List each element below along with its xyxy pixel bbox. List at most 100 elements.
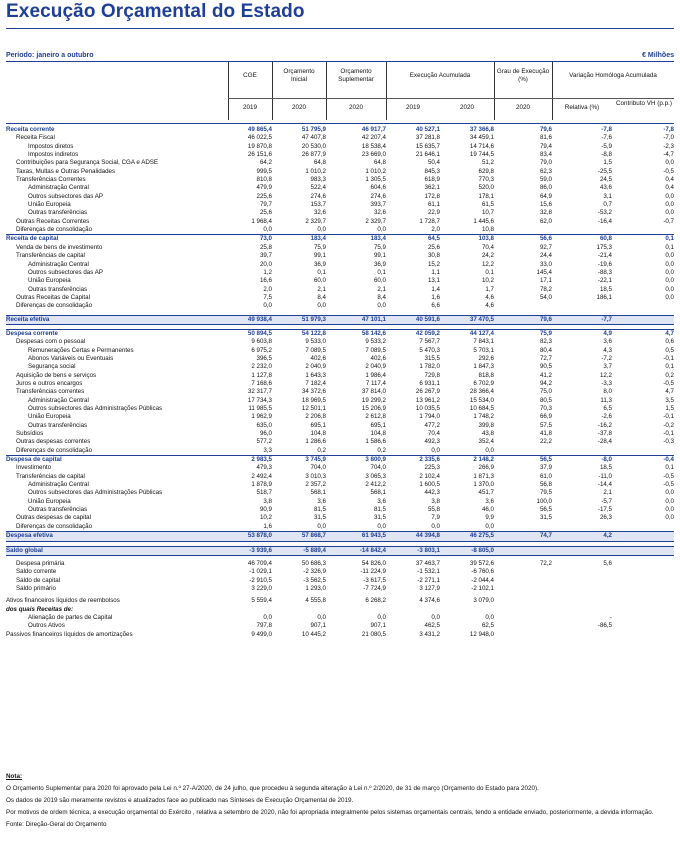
row-value: 72,7 — [539, 354, 552, 362]
row-value: 451,7 — [478, 489, 494, 497]
row-value: 0,0 — [665, 285, 674, 293]
row-value: 6 975,2 — [251, 346, 272, 354]
row-value: 2,1 — [317, 285, 326, 293]
row-value: 0,0 — [665, 201, 674, 209]
row-value: 13,1 — [427, 277, 440, 285]
row-value: 39,7 — [259, 252, 272, 260]
row-value: 0,4 — [665, 184, 674, 192]
table-row: Transferências de capital 39,7 99,1 99,1 30,… — [6, 252, 674, 260]
table-row: Administração Central 20,0 36,9 36,9 15,2 12,… — [6, 261, 674, 269]
table-row: Subsídios 96,0 104,8 104,8 70,4 43,8 41,8 -37,8… — [6, 430, 674, 438]
table-row: Outros subsectores das AP 225,6 274,6 274,6… — [6, 193, 674, 201]
row-label: Impostos indiretos — [28, 151, 79, 159]
row-value: 4,2 — [552, 531, 612, 542]
row-value: 1,5 — [603, 159, 612, 167]
row-value: 61,0 — [539, 472, 552, 480]
row-value: 37 366,8 — [469, 126, 494, 133]
row-value: 0,0 — [665, 260, 674, 268]
row-value: 92,7 — [539, 243, 552, 251]
row-label: Administração Central — [28, 396, 89, 404]
row-label: Outros subsectores das Administrações Pú… — [28, 489, 163, 497]
header-divider — [272, 62, 273, 120]
header-execucao-acumulada: Execução Acumulada — [409, 72, 471, 79]
row-value: 8,0 — [603, 388, 612, 396]
row-value: 3,6 — [377, 497, 386, 505]
row-value: 7,5 — [263, 293, 272, 301]
row-value: 0,1 — [485, 268, 494, 276]
row-value: -14 842,4 — [326, 545, 386, 556]
row-value: -3 562,5 — [303, 576, 326, 584]
row-value: 26 267,9 — [415, 388, 440, 396]
row-value: -16,4 — [597, 217, 612, 225]
row-value: -0,5 — [663, 481, 674, 489]
row-value: 20 530,0 — [301, 142, 326, 150]
row-value: 12,2 — [481, 260, 494, 268]
note-text: Por motivos de ordem técnica, a execução… — [6, 809, 654, 816]
row-value — [612, 226, 674, 235]
row-value: 3,6 — [317, 497, 326, 505]
row-value — [552, 302, 612, 310]
row-value: 34 459,1 — [469, 134, 494, 142]
row-value: 4 374,6 — [419, 597, 440, 605]
table-row: Outras Receitas de Capital 7,5 8,4 8,4 1,6 4,… — [6, 294, 674, 302]
row-value: 79,6 — [494, 314, 552, 325]
row-value: - — [609, 613, 612, 621]
row-value: 23 669,0 — [361, 151, 386, 159]
row-value: 99,1 — [313, 252, 326, 260]
row-value: 15,6 — [539, 201, 552, 209]
row-value: 54,0 — [539, 293, 552, 301]
row-value: 0,0 — [665, 268, 674, 276]
row-value — [612, 568, 674, 576]
row-value: 704,0 — [370, 464, 386, 472]
table-row: Transferências de capital 2 492,4 3 010,3 3… — [6, 473, 674, 481]
row-value — [494, 226, 552, 235]
row-label: Receita corrente — [6, 126, 55, 133]
row-value: 3 127,9 — [419, 584, 440, 592]
row-value: 2,1 — [603, 489, 612, 497]
row-label: Investimento — [16, 464, 52, 472]
row-value: 5 703,1 — [473, 346, 494, 354]
row-label: Outros Ativos — [28, 622, 65, 630]
row-value: 2 040,9 — [305, 363, 326, 371]
row-value: -53,2 — [597, 209, 612, 217]
row-value: 577,2 — [256, 438, 272, 446]
row-value: 3 010,3 — [305, 472, 326, 480]
row-value: 604,6 — [370, 184, 386, 192]
row-value: 4 555,8 — [305, 597, 326, 605]
row-value: 54 826,0 — [361, 559, 386, 567]
row-value: 19 299,2 — [361, 396, 386, 404]
row-value: 492,3 — [424, 438, 440, 446]
table-caption: Período: janeiro a outubro € Milhões — [6, 52, 674, 59]
row-label: dos quais Receitas de: — [6, 605, 74, 613]
row-value: 16,6 — [259, 277, 272, 285]
table-row: Alienação de partes de Capital 0,0 0,0 0,0 0… — [6, 614, 674, 622]
budget-table-body: Receita corrente 49 865,4 51 795,9 46 917,7… — [6, 126, 674, 639]
row-value: 61,5 — [481, 201, 494, 209]
row-label: Outras despesas correntes — [16, 438, 91, 446]
row-value: 12 948,0 — [469, 630, 494, 638]
row-value — [386, 606, 440, 614]
row-label: União Europeia — [28, 277, 71, 285]
row-value: -21,4 — [597, 252, 612, 260]
row-value: 1,6 — [263, 522, 272, 530]
table-row: Administração Central 17 734,3 18 969,5 19 … — [6, 397, 674, 405]
row-value: 13 961,2 — [415, 396, 440, 404]
row-value: 22,2 — [539, 438, 552, 446]
table-row: Outras transferências 90,9 81,5 81,5 55,8 46,… — [6, 506, 674, 514]
row-value: 103,8 — [440, 234, 494, 244]
row-value: 4,3 — [603, 346, 612, 354]
row-value: -7,0 — [663, 134, 674, 142]
row-value — [612, 577, 674, 585]
row-value: 26 877,9 — [301, 151, 326, 159]
row-value: 0,0 — [665, 506, 674, 514]
row-value: 1 010,2 — [305, 167, 326, 175]
row-value: 0,0 — [431, 522, 440, 530]
row-value: 0,1 — [665, 363, 674, 371]
row-value: 0,0 — [665, 209, 674, 217]
row-label: Despesas com o pessoal — [16, 338, 86, 346]
header-divider — [326, 62, 327, 120]
table-row: Transferências correntes 32 317,7 34 372,6… — [6, 388, 674, 396]
row-value: 0,0 — [431, 446, 440, 454]
table-row: União Europeia 16,6 60,0 60,0 13,1 10,2 17,1 -2… — [6, 277, 674, 285]
header-bottom-divider — [6, 123, 674, 124]
